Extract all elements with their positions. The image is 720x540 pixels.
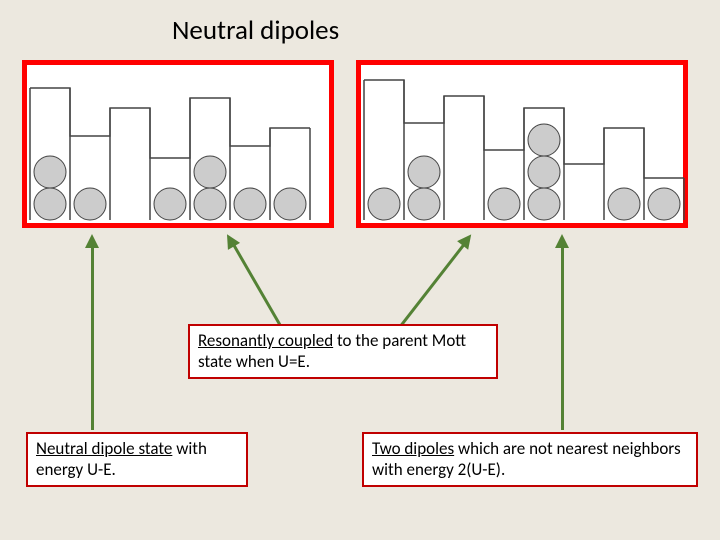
caption-resonant: Resonantly coupled to the parent Mott st… bbox=[188, 324, 498, 379]
caption-right-caption: Two dipoles which are not nearest neighb… bbox=[362, 432, 698, 487]
atom-ball bbox=[648, 188, 680, 220]
caption-left-caption: Neutral dipole state with energy U-E. bbox=[26, 432, 248, 487]
atom-ball bbox=[408, 188, 440, 220]
atom-ball bbox=[608, 188, 640, 220]
atom-ball bbox=[488, 188, 520, 220]
atom-ball bbox=[74, 188, 106, 220]
atom-ball bbox=[274, 188, 306, 220]
atom-ball bbox=[234, 188, 266, 220]
atom-ball bbox=[34, 188, 66, 220]
atom-ball bbox=[408, 156, 440, 188]
atom-ball bbox=[528, 156, 560, 188]
atom-ball bbox=[194, 188, 226, 220]
atom-ball bbox=[528, 124, 560, 156]
atom-ball bbox=[368, 188, 400, 220]
atom-ball bbox=[34, 156, 66, 188]
atom-ball bbox=[194, 156, 226, 188]
atom-ball bbox=[528, 188, 560, 220]
atom-ball bbox=[154, 188, 186, 220]
